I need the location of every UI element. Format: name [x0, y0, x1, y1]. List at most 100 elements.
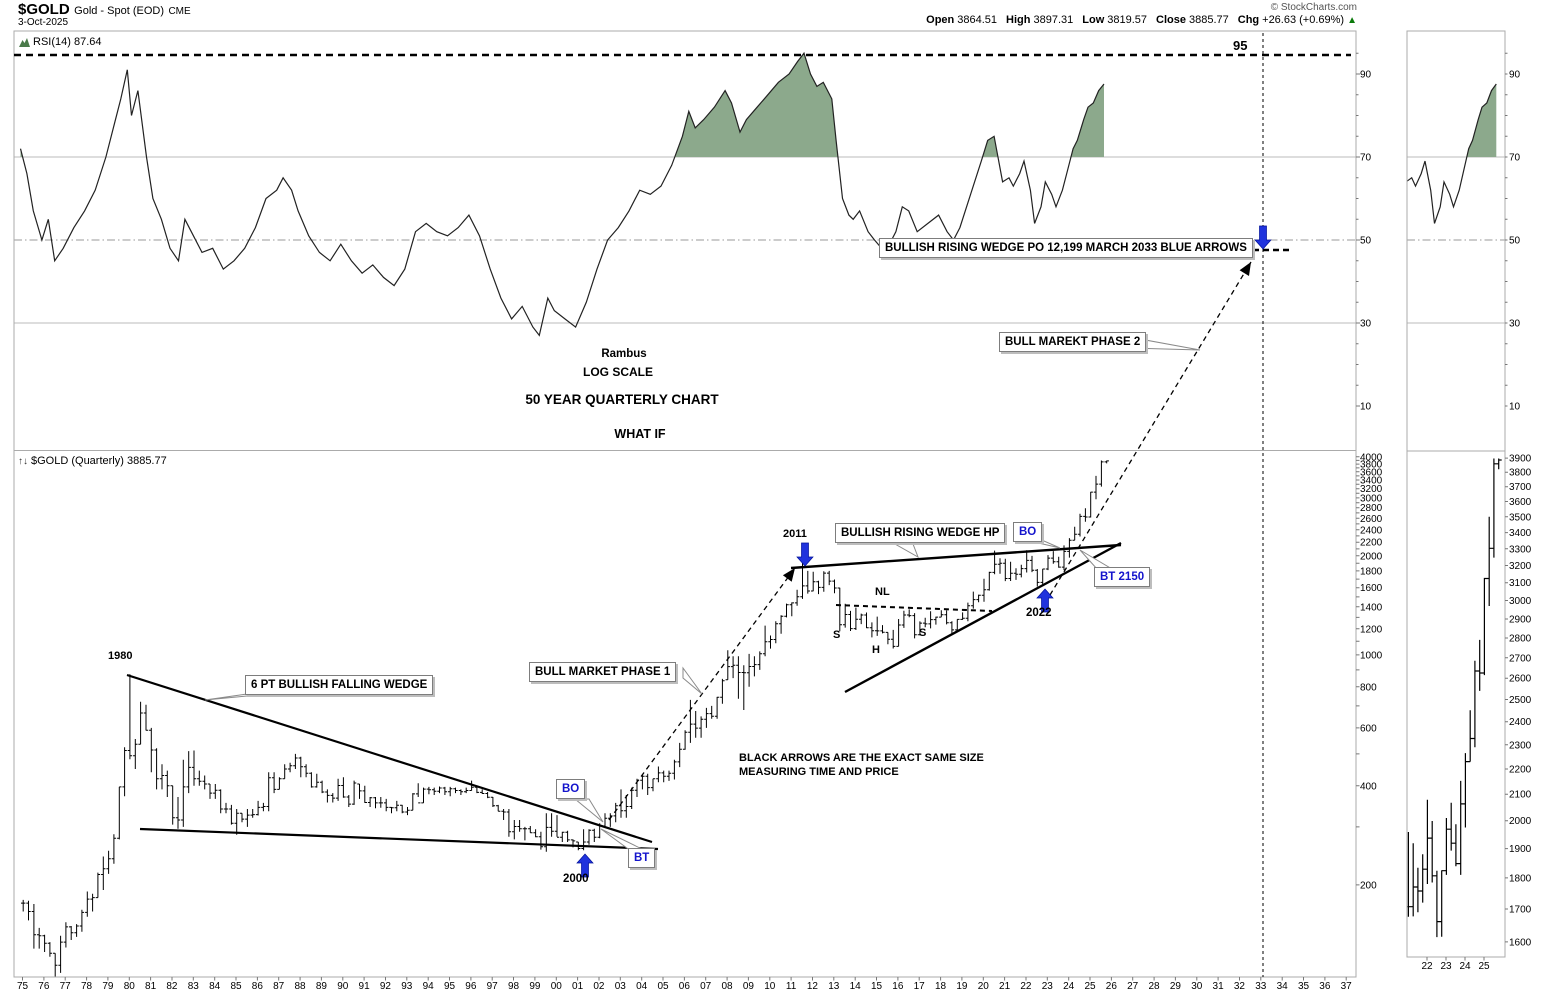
svg-text:24: 24 — [1459, 961, 1471, 972]
callout-wedge-price-objective: BULLISH RISING WEDGE PO 12,199 MARCH 203… — [879, 238, 1253, 258]
svg-text:94: 94 — [423, 981, 435, 992]
svg-text:2400: 2400 — [1509, 717, 1532, 728]
log-scale-label: LOG SCALE — [582, 365, 654, 379]
svg-text:11: 11 — [786, 981, 797, 992]
svg-text:4000: 4000 — [1360, 452, 1383, 463]
svg-text:1200: 1200 — [1360, 624, 1383, 635]
svg-text:3800: 3800 — [1509, 468, 1532, 479]
svg-text:20: 20 — [978, 981, 990, 992]
high-value: 3897.31 — [1033, 14, 1074, 26]
high-label: High — [1006, 14, 1031, 26]
svg-text:10: 10 — [1360, 402, 1372, 413]
svg-text:2400: 2400 — [1360, 525, 1383, 536]
chg-value: +26.63 (+0.69%) — [1262, 14, 1345, 26]
svg-text:08: 08 — [721, 981, 733, 992]
svg-text:90: 90 — [337, 981, 349, 992]
svg-text:200: 200 — [1360, 880, 1377, 891]
svg-text:3400: 3400 — [1509, 528, 1532, 539]
right-shoulder-label: S — [919, 627, 927, 639]
svg-text:22: 22 — [1421, 961, 1433, 972]
svg-text:29: 29 — [1170, 981, 1182, 992]
svg-text:05: 05 — [657, 981, 669, 992]
callout-rising-wedge-hp: BULLISH RISING WEDGE HP — [835, 523, 1006, 543]
svg-text:33: 33 — [1255, 981, 1267, 992]
svg-text:80: 80 — [124, 981, 136, 992]
svg-text:2000: 2000 — [1509, 816, 1532, 827]
svg-text:25: 25 — [1478, 961, 1490, 972]
svg-text:3800: 3800 — [1360, 460, 1383, 471]
label-2011: 2011 — [783, 528, 807, 540]
svg-text:17: 17 — [914, 981, 926, 992]
svg-text:18: 18 — [935, 981, 947, 992]
svg-text:2700: 2700 — [1509, 653, 1532, 664]
svg-text:3200: 3200 — [1509, 561, 1532, 572]
svg-text:15: 15 — [871, 981, 883, 992]
svg-text:19: 19 — [956, 981, 968, 992]
svg-text:600: 600 — [1360, 723, 1377, 734]
svg-text:2200: 2200 — [1360, 538, 1383, 549]
svg-text:98: 98 — [508, 981, 520, 992]
open-value: 3864.51 — [957, 14, 998, 26]
svg-text:81: 81 — [145, 981, 157, 992]
low-label: Low — [1082, 14, 1105, 26]
svg-text:3100: 3100 — [1509, 578, 1532, 589]
low-value: 3819.57 — [1107, 14, 1148, 26]
note-line-1: BLACK ARROWS ARE THE EXACT SAME SIZE — [739, 752, 984, 764]
svg-text:91: 91 — [359, 981, 371, 992]
svg-text:02: 02 — [593, 981, 605, 992]
callout-falling-wedge: 6 PT BULLISH FALLING WEDGE — [245, 675, 434, 695]
svg-text:10: 10 — [1509, 402, 1521, 413]
svg-text:2200: 2200 — [1509, 764, 1532, 775]
svg-text:24: 24 — [1063, 981, 1075, 992]
head-label: H — [872, 644, 880, 656]
svg-text:2100: 2100 — [1509, 790, 1532, 801]
svg-text:04: 04 — [636, 981, 648, 992]
svg-text:79: 79 — [102, 981, 114, 992]
callout-bull-market-phase-1: BULL MARKET PHASE 1 — [529, 662, 677, 682]
svg-text:2000: 2000 — [1360, 551, 1383, 562]
fifty-year-label: 50 YEAR QUARTERLY CHART — [525, 392, 719, 407]
svg-text:92: 92 — [380, 981, 392, 992]
svg-text:76: 76 — [38, 981, 50, 992]
updown-icon: ↑↓ — [18, 455, 28, 467]
svg-text:400: 400 — [1360, 781, 1377, 792]
svg-text:2800: 2800 — [1509, 634, 1532, 645]
svg-text:14: 14 — [850, 981, 862, 992]
svg-text:13: 13 — [828, 981, 840, 992]
svg-text:23: 23 — [1042, 981, 1054, 992]
callout-breakout-2002: BO — [556, 779, 586, 799]
svg-text:00: 00 — [551, 981, 563, 992]
svg-text:86: 86 — [252, 981, 264, 992]
svg-text:88: 88 — [294, 981, 306, 992]
svg-text:90: 90 — [1360, 70, 1372, 81]
svg-text:87: 87 — [273, 981, 285, 992]
svg-text:3000: 3000 — [1509, 596, 1532, 607]
rambus-label: Rambus — [601, 348, 647, 360]
svg-text:36: 36 — [1319, 981, 1331, 992]
svg-text:01: 01 — [572, 981, 584, 992]
svg-text:800: 800 — [1360, 682, 1377, 693]
svg-text:99: 99 — [529, 981, 541, 992]
svg-text:27: 27 — [1127, 981, 1139, 992]
symbol-description: Gold - Spot (EOD) — [74, 5, 164, 17]
svg-text:34: 34 — [1277, 981, 1289, 992]
svg-text:83: 83 — [188, 981, 200, 992]
svg-text:37: 37 — [1341, 981, 1353, 992]
svg-text:89: 89 — [316, 981, 328, 992]
svg-text:84: 84 — [209, 981, 221, 992]
what-if-label: WHAT IF — [614, 427, 666, 441]
callout-backtest-2150: BT 2150 — [1094, 567, 1151, 587]
svg-text:26: 26 — [1106, 981, 1118, 992]
price-legend: ↑↓ $GOLD (Quarterly) 3885.77 — [18, 455, 167, 467]
svg-text:03: 03 — [615, 981, 627, 992]
symbol: $GOLD — [18, 1, 70, 18]
svg-text:90: 90 — [1509, 70, 1521, 81]
rsi-label: RSI(14) 87.64 — [33, 36, 102, 48]
callout-bull-market-phase-2: BULL MAREKT PHASE 2 — [999, 332, 1147, 352]
svg-text:3900: 3900 — [1509, 454, 1532, 465]
left-shoulder-label: S — [833, 629, 841, 641]
svg-text:78: 78 — [81, 981, 93, 992]
chart-title: $GOLD Gold - Spot (EOD) CME — [18, 1, 191, 19]
svg-text:1800: 1800 — [1360, 566, 1383, 577]
svg-text:28: 28 — [1148, 981, 1160, 992]
